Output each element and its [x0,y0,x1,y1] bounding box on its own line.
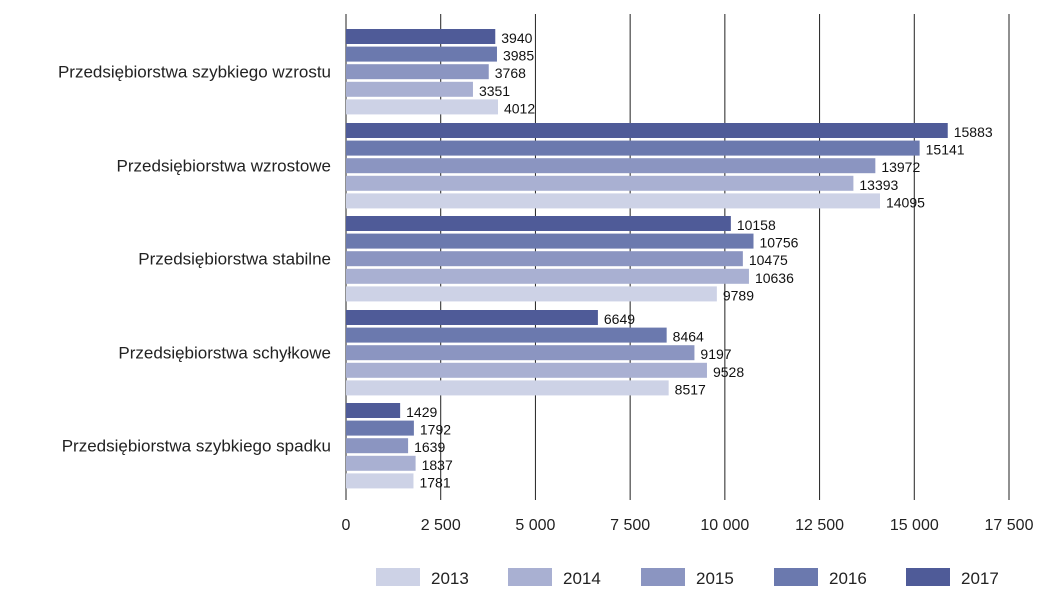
data-label: 8517 [675,381,706,397]
bar [346,286,717,302]
data-label: 9528 [713,364,744,380]
x-tick-label: 7 500 [610,517,650,534]
legend: 2013 2014 2015 2016 2017 [376,568,999,588]
category-label: Przedsiębiorstwa szybkiego wzrostu [58,63,331,82]
bar [346,455,416,471]
data-label: 1792 [420,422,451,438]
data-label: 3940 [501,30,532,46]
data-label: 1781 [419,474,450,490]
legend-swatch [774,568,818,586]
bar [346,193,880,209]
data-label: 14095 [886,194,925,210]
bar [346,123,948,138]
bar [346,251,743,267]
x-tick-label: 17 500 [985,517,1034,534]
category-labels: Przedsiębiorstwa szybkiego wzrostu Przeds… [58,63,331,456]
legend-label: 2014 [563,569,601,586]
x-tick-label: 5 000 [515,517,555,534]
data-label: 9789 [723,287,754,303]
data-label: 13393 [859,177,898,193]
bar [346,473,414,489]
data-label: 10475 [749,252,788,268]
data-label: 8464 [673,329,704,345]
bar [346,140,920,156]
data-label: 13972 [881,159,920,175]
bar [346,216,731,231]
category-label: Przedsiębiorstwa stabilne [138,250,331,269]
category-label: Przedsiębiorstwa szybkiego spadku [62,437,331,456]
x-tick-label: 10 000 [700,517,749,534]
data-label: 10158 [737,217,776,233]
x-tick-label: 0 [342,517,351,534]
bar [346,380,669,396]
bar [346,438,409,454]
legend-swatch [508,568,552,586]
data-label: 3768 [495,65,526,81]
legend-label: 2016 [829,569,867,586]
data-label: 15883 [954,124,993,140]
data-label: 6649 [604,311,635,327]
x-axis-tick-labels: 0 2 500 5 000 7 500 10 000 12 500 15 000 17 500 [342,517,1034,534]
legend-swatch [376,568,420,586]
legend-label: 2015 [696,569,734,586]
data-label: 3985 [503,48,534,64]
bar [346,81,473,97]
category-label: Przedsiębiorstwa schyłkowe [118,344,331,363]
bar [346,420,414,436]
data-label: 3351 [479,83,510,99]
bar [346,345,695,361]
data-label: 1429 [406,404,437,420]
bar [346,310,598,325]
data-label: 4012 [504,100,535,116]
legend-swatch [906,568,950,586]
bar [346,175,854,191]
bar [346,327,667,343]
data-label: 1837 [422,457,453,473]
bar [346,158,876,174]
bar [346,268,749,284]
bar [346,46,497,62]
legend-swatch [641,568,685,586]
data-label: 9197 [700,346,731,362]
data-label: 1639 [414,439,445,455]
x-tick-label: 12 500 [795,517,844,534]
bar [346,362,707,378]
data-label: 15141 [926,142,965,158]
bar [346,403,401,418]
bar [346,29,496,44]
bar [346,99,498,115]
bar [346,64,489,80]
category-label: Przedsiębiorstwa wzrostowe [117,157,331,176]
legend-label: 2013 [431,569,469,586]
legend-label: 2017 [961,569,999,586]
bar [346,233,754,249]
bars [346,29,948,489]
x-tick-label: 2 500 [421,517,461,534]
data-label: 10756 [759,235,798,251]
x-tick-label: 15 000 [890,517,939,534]
data-label: 10636 [755,270,794,286]
